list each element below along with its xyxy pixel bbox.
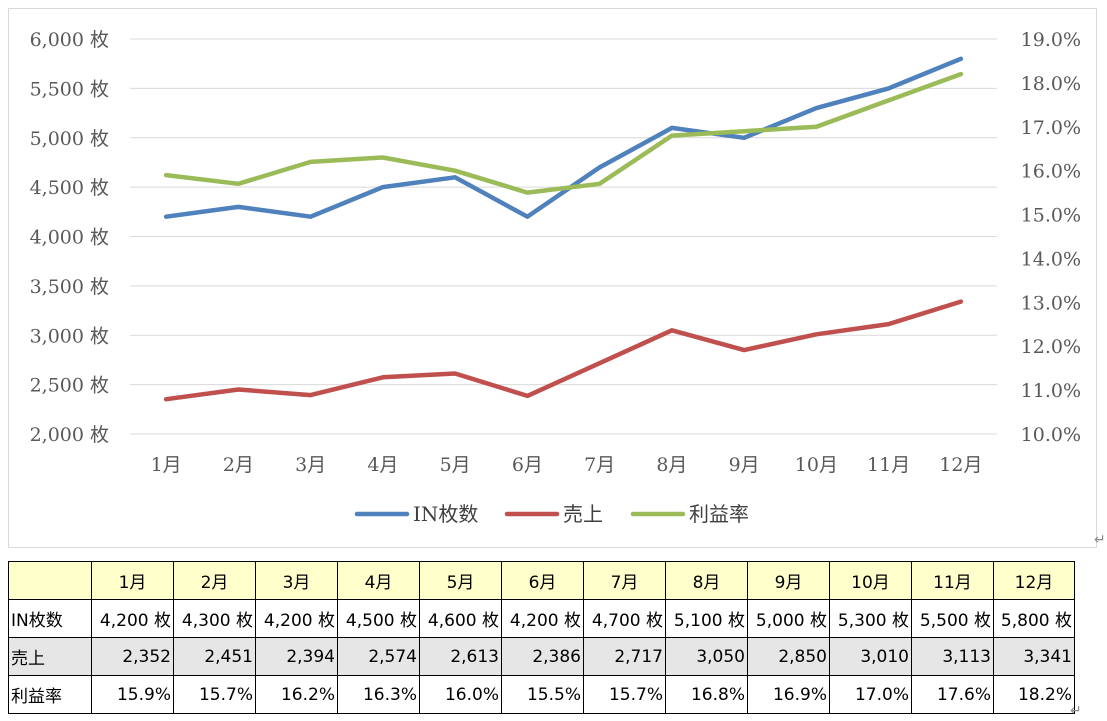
x-tick-label: 6月: [512, 454, 543, 476]
y-left-tick-label: 4,500 枚: [30, 177, 109, 199]
table-month-header: 4月: [337, 561, 420, 600]
legend-label: 売上: [563, 502, 603, 526]
y-right-tick-label: 15.0%: [1021, 205, 1081, 227]
table-cell: 3,113: [911, 637, 994, 676]
x-tick-label: 8月: [656, 454, 687, 476]
table-cell: 5,300 枚: [829, 599, 912, 638]
table-cell: 16.8%: [665, 675, 748, 714]
x-tick-label: 12月: [939, 454, 982, 476]
table-cell: 4,300 枚: [173, 599, 256, 638]
table-cell: 15.7%: [583, 675, 666, 714]
table-month-header: 5月: [419, 561, 502, 600]
y-left-tick-label: 5,000 枚: [30, 128, 109, 150]
table-cell: 17.6%: [911, 675, 994, 714]
y-left-tick-label: 5,500 枚: [30, 78, 109, 100]
y-left-tick-label: 3,000 枚: [30, 325, 109, 347]
y-right-tick-label: 13.0%: [1021, 292, 1081, 314]
table-cell: 3,050: [665, 637, 748, 676]
table-row: 利益率 15.9% 15.7% 16.2% 16.3% 16.0% 15.5% 15.7% 16…: [8, 675, 1075, 714]
x-tick-label: 11月: [867, 454, 910, 476]
table-cell: 2,613: [419, 637, 502, 676]
table-cell: 4,200 枚: [255, 599, 338, 638]
series-line: [163, 299, 964, 402]
x-tick-label: 3月: [295, 454, 326, 476]
table-month-header: 7月: [583, 561, 666, 600]
y-left-tick-label: 3,500 枚: [30, 276, 109, 298]
table-cell: 2,394: [255, 637, 338, 676]
table-month-header: 8月: [665, 561, 748, 600]
table-cell: 2,451: [173, 637, 256, 676]
y-right-tick-label: 17.0%: [1021, 117, 1081, 139]
x-tick-label: 5月: [440, 454, 471, 476]
y-right-tick-label: 19.0%: [1021, 29, 1081, 51]
y-right-tick-label: 12.0%: [1021, 336, 1081, 358]
table-month-header: 12月: [993, 561, 1075, 600]
table-month-header: 1月: [91, 561, 174, 600]
table-month-header: 11月: [911, 561, 994, 600]
y-left-tick-label: 2,500 枚: [30, 375, 109, 397]
data-table: 1月 2月 3月 4月 5月 6月 7月 8月 9月 10月 11月 12月 IN枚数 4,200 枚 4,…: [8, 561, 1075, 714]
line-chart: 2,000 枚 2,500 枚 3,000 枚 3,500 枚 4,000 枚 4,500…: [30, 29, 1081, 526]
table-cell: 4,200 枚: [91, 599, 174, 638]
table-month-header: 10月: [829, 561, 912, 600]
table-cell: 5,100 枚: [665, 599, 748, 638]
table-cell: 4,200 枚: [501, 599, 584, 638]
table-row: 売上 2,352 2,451 2,394 2,574 2,613 2,386 2,717 3,0…: [8, 637, 1075, 676]
table-cell: 3,010: [829, 637, 912, 676]
table-cell: 5,800 枚: [993, 599, 1075, 638]
table-cell: 4,700 枚: [583, 599, 666, 638]
table-cell: 4,500 枚: [337, 599, 420, 638]
table-cell: 5,000 枚: [747, 599, 830, 638]
table-cell: 2,352: [91, 637, 174, 676]
y-right-tick-label: 11.0%: [1021, 380, 1081, 402]
y-left-tick-label: 4,000 枚: [30, 227, 109, 249]
table-cell: 16.9%: [747, 675, 830, 714]
x-tick-label: 9月: [729, 454, 760, 476]
table-cell: 15.5%: [501, 675, 584, 714]
table-cell: 3,341: [993, 637, 1075, 676]
series-line: [163, 56, 964, 219]
table-cell: 2,717: [583, 637, 666, 676]
table-cell: 18.2%: [993, 675, 1075, 714]
table-cell: 16.2%: [255, 675, 338, 714]
table-cell: 15.9%: [91, 675, 174, 714]
y-right-tick-label: 14.0%: [1021, 248, 1081, 270]
table-row-header: 売上: [8, 637, 92, 676]
table-cell: 2,850: [747, 637, 830, 676]
chart-area: 2,000 枚 2,500 枚 3,000 枚 3,500 枚 4,000 枚 4,500…: [8, 8, 1097, 548]
x-tick-label: 10月: [795, 454, 838, 476]
y-left-tick-label: 6,000 枚: [30, 29, 109, 51]
table-month-header: 9月: [747, 561, 830, 600]
table-corner-cell: [8, 561, 92, 600]
table-cell: 16.0%: [419, 675, 502, 714]
legend-label: 利益率: [689, 502, 749, 526]
table-cell: 16.3%: [337, 675, 420, 714]
y-right-tick-label: 10.0%: [1021, 424, 1081, 446]
table-cell: 4,600 枚: [419, 599, 502, 638]
paragraph-return-icon: ↵: [1094, 532, 1106, 548]
table-month-header: 3月: [255, 561, 338, 600]
table-cell: 2,386: [501, 637, 584, 676]
table-row-header: 利益率: [8, 675, 92, 714]
x-tick-label: 2月: [223, 454, 254, 476]
series-line: [163, 71, 964, 195]
x-tick-label: 7月: [584, 454, 615, 476]
y-right-tick-label: 16.0%: [1021, 161, 1081, 183]
y-right-tick-label: 18.0%: [1021, 73, 1081, 95]
table-row-header: IN枚数: [8, 599, 92, 638]
paragraph-return-icon: ↵: [1070, 703, 1082, 719]
table-month-header: 2月: [173, 561, 256, 600]
x-tick-label: 1月: [151, 454, 182, 476]
table-cell: 17.0%: [829, 675, 912, 714]
legend-label: IN枚数: [413, 502, 478, 526]
x-tick-label: 4月: [367, 454, 398, 476]
table-month-header: 6月: [501, 561, 584, 600]
table-cell: 2,574: [337, 637, 420, 676]
table-cell: 15.7%: [173, 675, 256, 714]
y-left-tick-label: 2,000 枚: [30, 424, 109, 446]
table-header-row: 1月 2月 3月 4月 5月 6月 7月 8月 9月 10月 11月 12月: [8, 561, 1075, 600]
table-cell: 5,500 枚: [911, 599, 994, 638]
